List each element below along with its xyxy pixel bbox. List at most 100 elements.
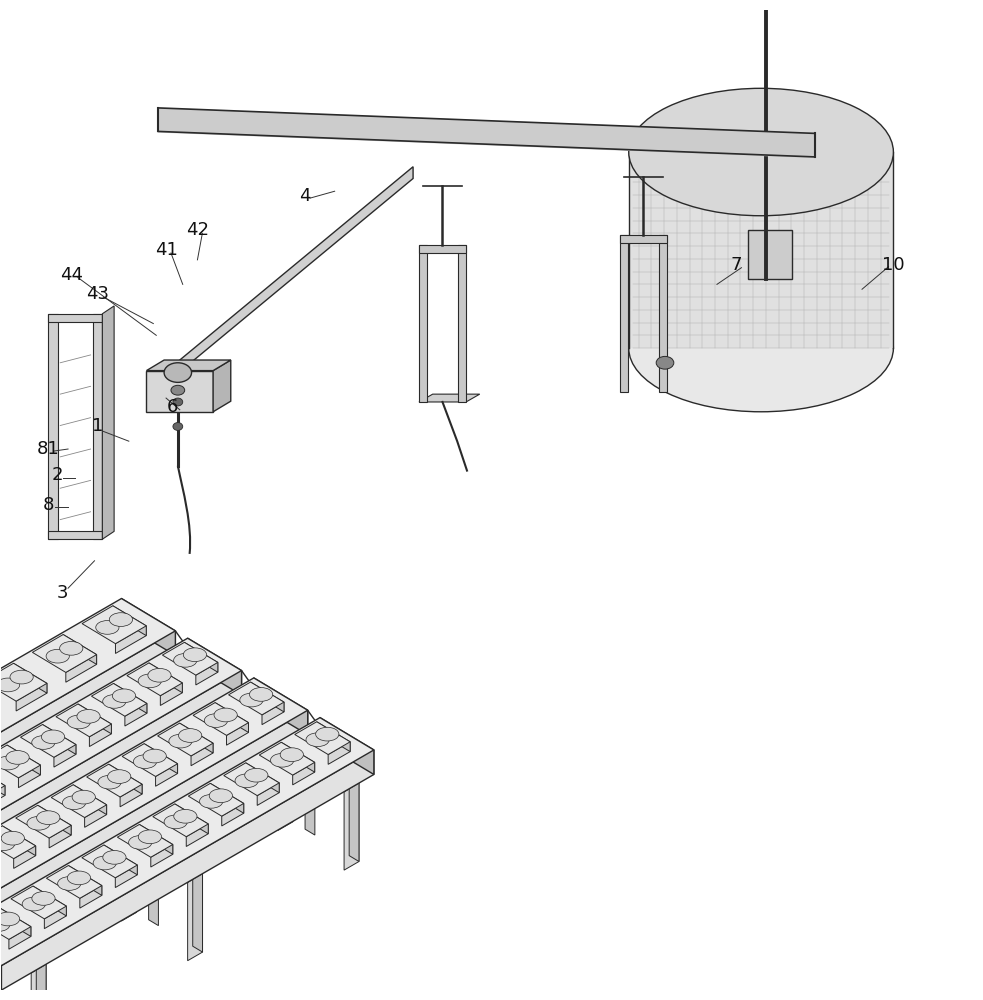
Polygon shape [63, 635, 96, 664]
Polygon shape [239, 711, 249, 795]
Polygon shape [22, 958, 46, 973]
Polygon shape [0, 786, 5, 808]
Polygon shape [0, 749, 4, 833]
Ellipse shape [63, 796, 86, 810]
Polygon shape [0, 718, 374, 966]
Polygon shape [2, 826, 35, 856]
Ellipse shape [173, 423, 183, 430]
Polygon shape [146, 360, 231, 371]
Polygon shape [14, 846, 35, 868]
Polygon shape [629, 152, 894, 348]
Polygon shape [16, 683, 47, 711]
Polygon shape [73, 785, 106, 815]
Polygon shape [0, 749, 4, 763]
Polygon shape [134, 841, 158, 856]
Polygon shape [56, 704, 111, 737]
Polygon shape [145, 744, 178, 774]
Ellipse shape [657, 356, 673, 369]
Polygon shape [0, 932, 2, 1000]
Polygon shape [419, 245, 466, 253]
Ellipse shape [6, 751, 29, 764]
Polygon shape [0, 907, 30, 936]
Polygon shape [113, 683, 146, 713]
Polygon shape [0, 766, 5, 795]
Ellipse shape [200, 794, 223, 808]
Polygon shape [11, 886, 66, 919]
Polygon shape [31, 964, 46, 1000]
Polygon shape [160, 683, 182, 705]
Polygon shape [173, 167, 413, 377]
Polygon shape [136, 658, 160, 673]
Text: 3: 3 [56, 584, 68, 602]
Ellipse shape [67, 871, 90, 885]
Polygon shape [251, 682, 284, 712]
Polygon shape [0, 710, 308, 950]
Polygon shape [210, 783, 244, 813]
Polygon shape [55, 794, 70, 881]
Polygon shape [7, 745, 40, 775]
Polygon shape [82, 606, 146, 644]
Polygon shape [155, 764, 178, 786]
Polygon shape [229, 682, 284, 715]
Polygon shape [92, 314, 102, 539]
Polygon shape [9, 927, 30, 949]
Polygon shape [152, 804, 208, 837]
Polygon shape [620, 235, 628, 392]
Ellipse shape [129, 836, 151, 849]
Ellipse shape [144, 749, 166, 763]
Polygon shape [317, 722, 350, 752]
Polygon shape [158, 671, 183, 686]
Polygon shape [328, 742, 350, 764]
Polygon shape [278, 743, 293, 830]
Ellipse shape [316, 727, 339, 741]
Polygon shape [21, 725, 76, 757]
Polygon shape [319, 718, 374, 774]
Polygon shape [185, 642, 218, 672]
Polygon shape [48, 314, 58, 539]
Ellipse shape [0, 756, 20, 770]
Text: 7: 7 [730, 256, 742, 274]
Polygon shape [102, 306, 114, 539]
Polygon shape [44, 906, 66, 929]
Polygon shape [120, 784, 143, 807]
Polygon shape [68, 802, 92, 816]
Polygon shape [89, 724, 111, 747]
Polygon shape [268, 738, 293, 752]
Polygon shape [17, 762, 27, 846]
Polygon shape [36, 958, 46, 1000]
Polygon shape [189, 783, 244, 816]
Polygon shape [748, 230, 792, 279]
Polygon shape [66, 655, 96, 682]
Ellipse shape [0, 912, 20, 926]
Polygon shape [48, 314, 102, 322]
Polygon shape [140, 824, 173, 854]
Polygon shape [458, 245, 466, 402]
Polygon shape [127, 663, 182, 696]
Polygon shape [148, 663, 182, 693]
Ellipse shape [31, 892, 55, 905]
Polygon shape [419, 394, 480, 402]
Ellipse shape [112, 689, 136, 703]
Polygon shape [49, 825, 71, 848]
Polygon shape [83, 802, 92, 886]
Polygon shape [224, 711, 249, 726]
Polygon shape [54, 745, 76, 767]
Ellipse shape [103, 850, 126, 864]
Polygon shape [254, 678, 308, 735]
Polygon shape [260, 742, 315, 775]
Polygon shape [178, 868, 202, 882]
Ellipse shape [169, 734, 192, 748]
Polygon shape [0, 631, 175, 871]
Ellipse shape [306, 733, 329, 747]
Ellipse shape [36, 811, 60, 825]
Polygon shape [344, 783, 359, 870]
Polygon shape [215, 703, 249, 732]
Ellipse shape [31, 736, 55, 749]
Polygon shape [305, 751, 315, 835]
Polygon shape [290, 751, 315, 765]
Ellipse shape [240, 693, 263, 707]
Ellipse shape [209, 789, 232, 803]
Ellipse shape [23, 897, 45, 911]
Ellipse shape [95, 621, 119, 634]
Ellipse shape [250, 688, 272, 701]
